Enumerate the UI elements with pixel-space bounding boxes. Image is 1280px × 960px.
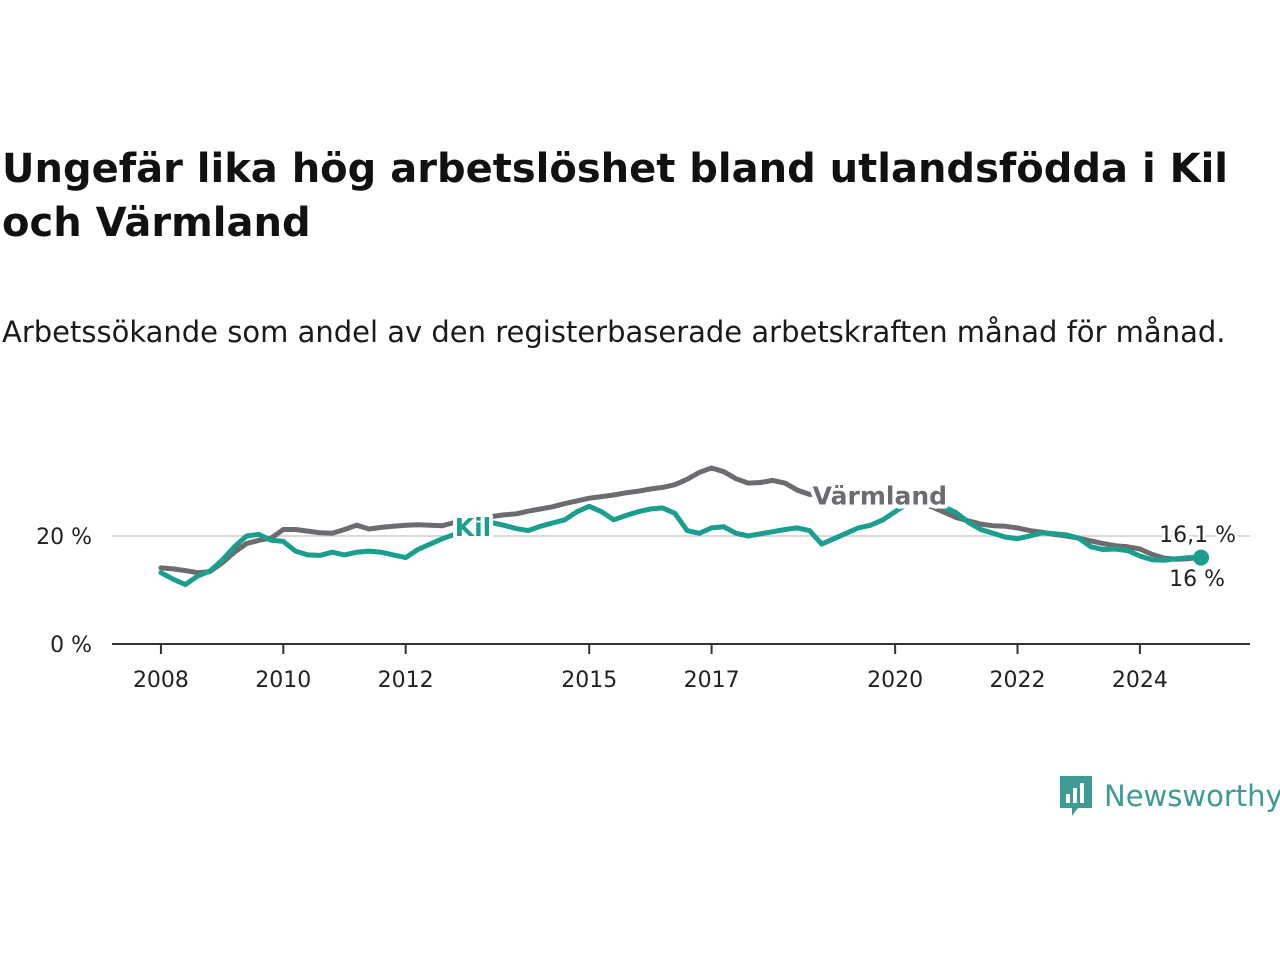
x-tick-label: 2010 xyxy=(255,668,311,693)
x-tick-label: 2022 xyxy=(990,668,1046,693)
gridlines: 0 % 20 % xyxy=(36,525,1250,658)
x-tick-label: 2020 xyxy=(867,668,923,693)
y-tick-label: 20 % xyxy=(36,525,92,550)
series-label-varmland: Värmland xyxy=(813,482,947,511)
end-point-marker xyxy=(1193,549,1210,566)
x-tick-label: 2012 xyxy=(378,668,434,693)
line-chart: 0 % 20 % 2008 2010 2012 2015 2017 2020 2022 2024… xyxy=(36,465,1250,693)
newsworthy-logo-icon xyxy=(1060,776,1092,816)
x-tick-label: 2008 xyxy=(133,668,189,693)
chart-title: Ungefär lika hög arbetslöshet bland utla… xyxy=(2,146,1228,246)
x-tick-label: 2015 xyxy=(561,668,617,693)
end-label-varmland: 16,1 % xyxy=(1159,523,1236,548)
chart-subtitle: Arbetssökande som andel av den registerb… xyxy=(2,315,1226,349)
x-tick-label: 2024 xyxy=(1112,668,1168,693)
x-tick-label: 2017 xyxy=(684,668,740,693)
x-axis: 2008 2010 2012 2015 2017 2020 2022 2024 xyxy=(112,643,1250,693)
end-label-kil: 16 % xyxy=(1169,567,1225,592)
brand-name: Newsworthy xyxy=(1104,779,1280,813)
newsworthy-logo: Newsworthy xyxy=(1058,774,1280,818)
y-tick-label: 0 % xyxy=(50,633,92,658)
series-labels: Värmland Kil 16,1 % 16 % xyxy=(451,478,1239,595)
series-line-kil xyxy=(158,495,1204,588)
series-lines xyxy=(158,465,1210,588)
series-line-värmland xyxy=(158,465,1204,576)
series-label-kil: Kil xyxy=(455,513,492,542)
